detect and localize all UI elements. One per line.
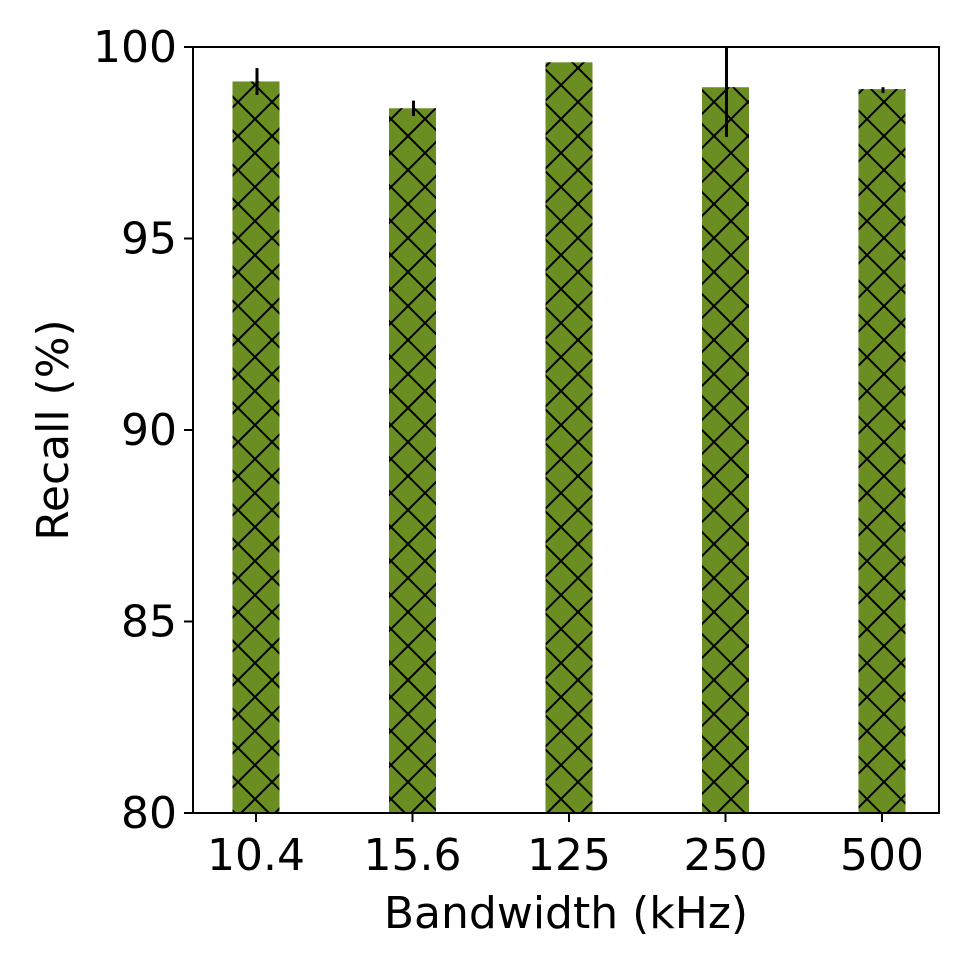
x-axis: 10.4 15.6 125 250 500 [207,813,924,881]
x-axis-label: Bandwidth (kHz) [384,888,748,939]
y-tick-label: 90 [121,405,177,456]
error-bars [255,47,885,138]
y-tick-label: 80 [121,788,177,839]
x-tick-label: 10.4 [207,830,305,881]
bars [232,62,906,814]
y-axis: 80 85 90 95 100 [93,22,193,839]
y-axis-label: Recall (%) [28,319,79,540]
x-tick-label: 500 [840,830,924,881]
y-tick-label: 85 [121,597,177,648]
bar-hatch-250 [702,87,749,814]
x-tick-label: 15.6 [364,830,462,881]
bar-hatch-15.6 [389,108,436,813]
bar-hatch-10.4 [232,81,280,814]
bar-hatch-125 [545,62,593,813]
x-tick-label: 250 [684,830,768,881]
x-tick-label: 125 [527,830,611,881]
bar-hatch-500 [858,89,906,813]
y-tick-label: 95 [121,214,177,265]
y-tick-label: 100 [93,22,177,73]
